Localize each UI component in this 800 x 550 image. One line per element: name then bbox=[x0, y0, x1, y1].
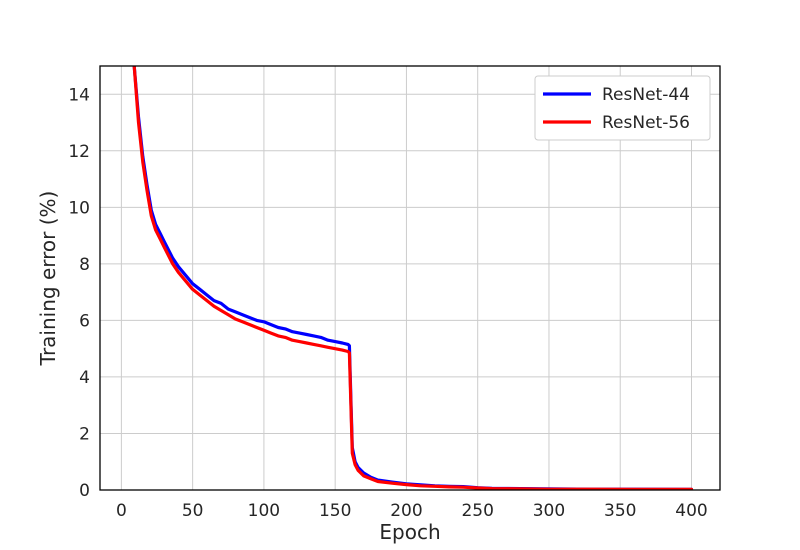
x-tick-label: 150 bbox=[319, 501, 351, 521]
y-tick-label: 8 bbox=[79, 255, 90, 275]
y-tick-label: 14 bbox=[68, 85, 90, 105]
legend: ResNet-44 ResNet-56 bbox=[534, 75, 711, 141]
y-tick-label: 6 bbox=[79, 311, 90, 331]
x-tick-label: 350 bbox=[604, 501, 636, 521]
y-axis-label: Training error (%) bbox=[36, 191, 60, 367]
y-tick-label: 2 bbox=[79, 424, 90, 444]
y-tick-label: 0 bbox=[79, 481, 90, 501]
y-tick-label: 4 bbox=[79, 368, 90, 388]
x-tick-label: 300 bbox=[533, 501, 565, 521]
x-tick-label: 0 bbox=[116, 501, 127, 521]
series-group bbox=[132, 66, 694, 490]
legend-box bbox=[534, 75, 711, 141]
x-tick-label: 200 bbox=[390, 501, 422, 521]
y-tick-label: 12 bbox=[68, 142, 90, 162]
x-tick-label: 50 bbox=[182, 501, 204, 521]
series-line-2 bbox=[132, 66, 694, 490]
x-tick-label: 400 bbox=[675, 501, 707, 521]
x-axis-label: Epoch bbox=[379, 520, 440, 544]
grid bbox=[100, 66, 720, 491]
legend-label: ResNet-44 bbox=[602, 85, 690, 105]
x-tick-labels: 0 50 100 150 200 250 300 350 400 bbox=[116, 501, 708, 521]
legend-label: ResNet-56 bbox=[602, 113, 690, 133]
y-tick-labels: 0 2 4 6 8 10 12 14 bbox=[68, 85, 90, 501]
x-tick-label: 250 bbox=[461, 501, 493, 521]
y-tick-label: 10 bbox=[68, 198, 90, 218]
plot-frame bbox=[99, 65, 721, 491]
x-tick-label: 100 bbox=[248, 501, 280, 521]
